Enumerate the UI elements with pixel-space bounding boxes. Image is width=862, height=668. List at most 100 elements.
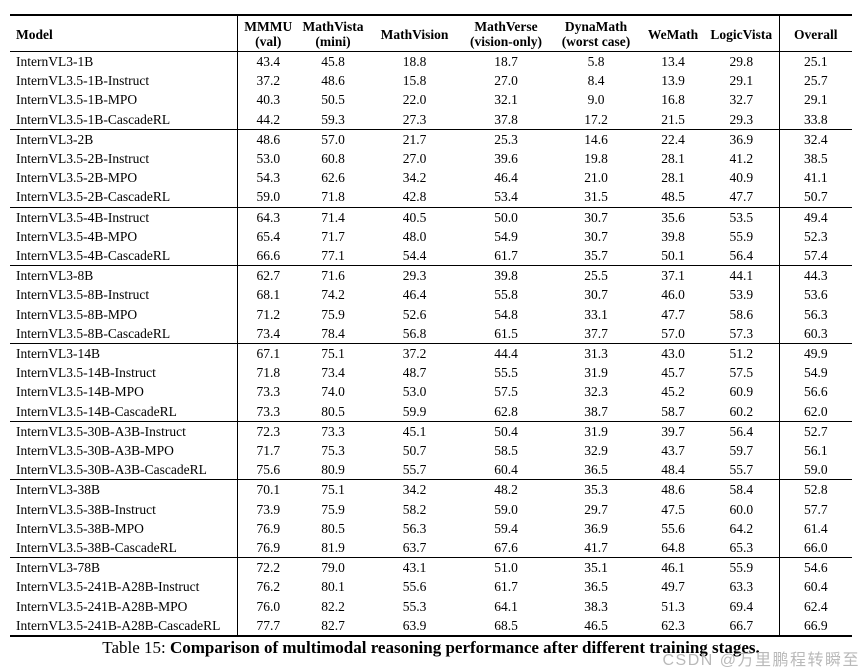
- score-cell: 35.7: [584, 248, 608, 264]
- score-cell: 46.4: [402, 287, 427, 303]
- table-row: InternVL3.5-8B-Instruct 68.1 74.2 46.4 55.8 3…: [10, 285, 852, 305]
- score-cell: 50.7: [402, 443, 427, 459]
- score-cell: 43.7: [661, 443, 685, 459]
- header-line2: (vision-only): [469, 34, 542, 49]
- column-header-mathvision: MathVision: [367, 15, 462, 52]
- model-name-cell: InternVL3.5-8B-CascadeRL: [10, 323, 238, 344]
- score-cell: 77.1: [321, 248, 345, 264]
- score-cell: 71.4: [321, 209, 345, 225]
- score-cell: 28.1: [661, 151, 685, 167]
- score-cell: 58.5: [494, 443, 518, 459]
- score-cell: 45.1: [402, 423, 427, 439]
- score-cell: 77.7: [256, 617, 281, 633]
- score-cell: 31.3: [584, 346, 608, 362]
- score-cell: 41.2: [729, 151, 754, 167]
- score-cell: 59.7: [729, 443, 754, 459]
- score-cell: 65.4: [256, 228, 281, 244]
- score-cell: 76.9: [256, 540, 281, 556]
- score-cell: 60.3: [778, 323, 852, 344]
- header-line1: Overall: [794, 26, 838, 42]
- score-cell: 49.9: [778, 343, 852, 364]
- header-line2: (mini): [315, 34, 351, 49]
- score-cell: 49.4: [778, 207, 852, 227]
- score-cell: 36.9: [584, 520, 608, 536]
- score-cell: 54.8: [494, 306, 518, 322]
- header-line1: DynaMath: [564, 19, 628, 34]
- table-caption: Table 15: Comparison of multimodal reaso…: [0, 638, 862, 658]
- table-row: InternVL3.5-14B-MPO 73.3 74.0 53.0 57.5 32.3 4…: [10, 382, 852, 402]
- table-row: InternVL3.5-2B-Instruct 53.0 60.8 27.0 39.6 1…: [10, 149, 852, 169]
- score-cell: 50.1: [661, 248, 685, 264]
- model-group: InternVL3-78B 72.2 79.0 43.1 51.0 35.1 46.1 55.…: [10, 557, 852, 637]
- score-cell: 25.7: [778, 71, 852, 91]
- score-cell: 61.7: [494, 248, 518, 264]
- model-name-cell: InternVL3.5-4B-MPO: [10, 226, 238, 247]
- score-cell: 51.2: [729, 346, 754, 362]
- score-cell: 37.1: [661, 268, 685, 284]
- column-header-model: Model: [10, 15, 238, 52]
- score-cell: 39.8: [494, 268, 518, 284]
- score-cell: 67.1: [256, 346, 281, 362]
- score-cell: 56.4: [729, 248, 754, 264]
- score-cell: 30.7: [584, 209, 608, 225]
- score-cell: 46.1: [661, 560, 685, 576]
- column-header-logicvista: LogicVista: [704, 15, 779, 52]
- model-name-cell: InternVL3.5-1B-MPO: [10, 90, 238, 110]
- score-cell: 39.6: [494, 151, 518, 167]
- score-cell: 55.6: [402, 579, 427, 595]
- score-cell: 54.9: [778, 363, 852, 383]
- model-name-cell: InternVL3.5-38B-CascadeRL: [10, 538, 238, 558]
- score-cell: 47.5: [661, 501, 685, 517]
- csdn-watermark: CSDN @万里鹏程转瞬至: [662, 652, 860, 668]
- score-cell: 27.3: [402, 111, 427, 127]
- score-cell: 33.1: [584, 306, 608, 322]
- score-cell: 32.9: [584, 443, 608, 459]
- score-cell: 67.6: [494, 540, 518, 556]
- score-cell: 57.4: [778, 246, 852, 266]
- header-line1: MathVision: [380, 26, 449, 42]
- score-cell: 57.7: [778, 499, 852, 519]
- score-cell: 57.0: [321, 131, 345, 147]
- table-row: InternVL3.5-4B-MPO 65.4 71.7 48.0 54.9 30.7 39…: [10, 226, 852, 247]
- score-cell: 55.8: [494, 287, 518, 303]
- score-cell: 64.2: [729, 520, 754, 536]
- score-cell: 37.2: [256, 73, 281, 89]
- score-cell: 53.5: [729, 209, 754, 225]
- score-cell: 36.9: [729, 131, 754, 147]
- model-group: InternVL3-14B 67.1 75.1 37.2 44.4 31.3 43.0 51.…: [10, 343, 852, 422]
- score-cell: 74.2: [321, 287, 345, 303]
- table-row: InternVL3.5-8B-CascadeRL 73.4 78.4 56.8 61.5…: [10, 323, 852, 344]
- score-cell: 39.8: [661, 228, 685, 244]
- score-cell: 57.0: [661, 325, 685, 341]
- score-cell: 29.3: [402, 268, 427, 284]
- score-cell: 21.5: [661, 111, 685, 127]
- score-cell: 14.6: [584, 131, 608, 147]
- score-cell: 29.1: [778, 90, 852, 110]
- score-cell: 82.7: [321, 617, 345, 633]
- score-cell: 29.1: [729, 73, 754, 89]
- score-cell: 66.7: [729, 617, 754, 633]
- score-cell: 72.3: [256, 423, 281, 439]
- score-cell: 49.7: [661, 579, 685, 595]
- score-cell: 80.5: [321, 520, 345, 536]
- score-cell: 22.4: [661, 131, 685, 147]
- score-cell: 47.7: [661, 306, 685, 322]
- score-cell: 53.4: [494, 189, 518, 205]
- score-cell: 46.0: [661, 287, 685, 303]
- score-cell: 31.9: [584, 365, 608, 381]
- score-cell: 42.8: [402, 189, 427, 205]
- score-cell: 81.9: [321, 540, 345, 556]
- model-group: InternVL3-1B 43.4 45.8 18.8 18.7 5.8 13.4 29.8 2…: [10, 51, 852, 130]
- table-row: InternVL3-1B 43.4 45.8 18.8 18.7 5.8 13.4 29.8 2…: [10, 51, 852, 72]
- score-cell: 45.8: [321, 54, 345, 69]
- score-cell: 46.5: [584, 617, 608, 633]
- model-group: InternVL3-8B 62.7 71.6 29.3 39.8 25.5 37.1 44.1…: [10, 265, 852, 344]
- model-name-cell: InternVL3.5-241B-A28B-MPO: [10, 596, 238, 616]
- model-name-cell: InternVL3-38B: [10, 479, 238, 500]
- table-row: InternVL3.5-241B-A28B-CascadeRL 77.7 82.7 6…: [10, 615, 852, 637]
- score-cell: 36.5: [584, 579, 608, 595]
- score-cell: 48.5: [661, 189, 685, 205]
- column-header-wemath: WeMath: [642, 15, 704, 52]
- header-row: Model MMMU (val) MathVista (mini) MathVision M…: [10, 15, 852, 52]
- score-cell: 65.3: [729, 540, 754, 556]
